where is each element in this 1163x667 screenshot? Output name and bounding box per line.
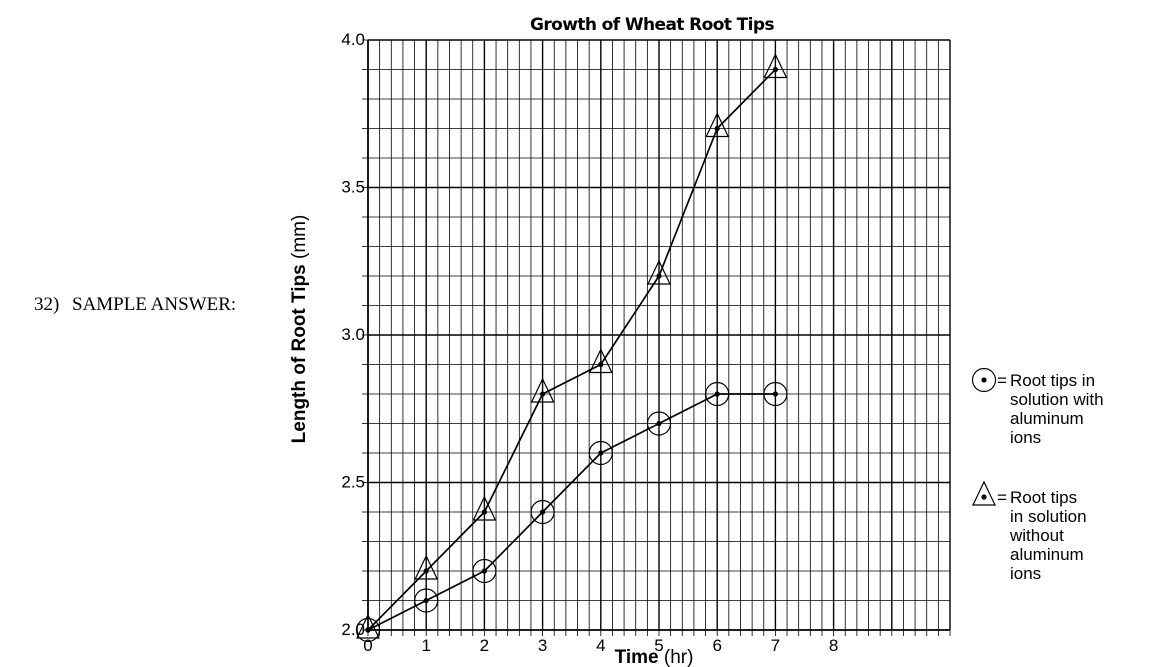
x-tick-label: 1 bbox=[421, 636, 430, 655]
data-point-dot bbox=[365, 627, 371, 633]
y-tick-label: 4.0 bbox=[341, 30, 365, 49]
x-axis-label-unit: (hr) bbox=[659, 647, 694, 667]
data-point-dot bbox=[981, 494, 987, 500]
data-point-dot bbox=[772, 391, 779, 397]
y-tick-label: 3.0 bbox=[341, 325, 365, 344]
x-tick-label: 6 bbox=[712, 636, 721, 655]
data-point-dot bbox=[981, 377, 987, 383]
data-point-circle-marker bbox=[763, 381, 788, 407]
legend-text-line: ions bbox=[1010, 564, 1041, 583]
x-tick-labels: 0 1 2 3 4 5 6 7 8 bbox=[363, 636, 838, 655]
data-point-circle-marker bbox=[355, 617, 381, 643]
x-tick-label: 4 bbox=[596, 636, 605, 655]
data-point-circle-marker bbox=[646, 411, 672, 436]
legend-equals: = bbox=[997, 488, 1007, 507]
x-tick-label: 5 bbox=[654, 636, 663, 655]
data-point-triangle-marker bbox=[763, 53, 788, 79]
data-series bbox=[355, 53, 788, 643]
data-point-circle-marker bbox=[414, 588, 439, 613]
y-tick-label: 2.5 bbox=[341, 473, 365, 492]
data-point-dot bbox=[656, 273, 662, 279]
legend-equals: = bbox=[997, 371, 1007, 390]
legend-text-line: ions bbox=[1010, 428, 1041, 447]
question-label: 32) SAMPLE ANSWER: bbox=[34, 294, 236, 316]
data-point-circle-marker bbox=[530, 499, 555, 525]
question-text: SAMPLE ANSWER: bbox=[72, 294, 237, 315]
data-point-dot bbox=[423, 597, 429, 604]
legend-text-line: without bbox=[1009, 526, 1064, 545]
data-point-dot bbox=[656, 420, 662, 427]
data-point-circle-marker bbox=[705, 381, 730, 407]
data-point-dot bbox=[598, 361, 604, 368]
data-point-dot bbox=[481, 568, 487, 574]
data-point-triangle-marker bbox=[414, 554, 439, 580]
y-axis-label-main: Length of Root Tips bbox=[289, 264, 310, 443]
data-point-circle-marker bbox=[472, 558, 497, 584]
legend-text-line: solution with bbox=[1010, 390, 1104, 409]
y-tick-labels: 2.02.53.03.54.0 bbox=[341, 30, 365, 639]
series-line-triangle bbox=[367, 68, 777, 631]
x-axis-label: Time (hr) bbox=[615, 647, 694, 667]
legend-text-line: Root tips in bbox=[1010, 371, 1095, 390]
legend-text-line: in solution bbox=[1010, 507, 1087, 526]
series-line-circle bbox=[367, 393, 776, 631]
data-point-dot bbox=[714, 125, 720, 132]
x-tick-label: 7 bbox=[771, 636, 780, 655]
legend-text-line: aluminum bbox=[1010, 409, 1084, 428]
x-tick-label: 3 bbox=[538, 636, 547, 655]
y-tick-label: 3.5 bbox=[341, 178, 365, 197]
data-point-dot bbox=[598, 450, 604, 456]
data-point-circle-marker bbox=[588, 440, 613, 466]
x-tick-label: 8 bbox=[829, 636, 838, 655]
data-point-dot bbox=[772, 66, 779, 73]
legend-text-line: Root tips bbox=[1010, 488, 1077, 507]
y-axis-label-unit: (mm) bbox=[289, 215, 310, 265]
data-point-triangle-marker bbox=[588, 348, 613, 374]
data-point-dot bbox=[540, 509, 546, 515]
data-point-dot bbox=[714, 391, 720, 397]
legend-text-line: aluminum bbox=[1010, 545, 1084, 564]
y-axis-label: Length of Root Tips (mm) bbox=[289, 215, 310, 444]
data-point-dot bbox=[540, 391, 546, 397]
data-point-triangle-marker bbox=[647, 259, 671, 285]
axes bbox=[362, 39, 951, 636]
question-number: 32) bbox=[34, 294, 60, 315]
x-tick-label: 0 bbox=[363, 636, 372, 655]
data-point-triangle-marker bbox=[705, 112, 730, 138]
chart-title: Growth of Wheat Root Tips bbox=[530, 15, 774, 35]
data-point-triangle-marker bbox=[356, 613, 380, 639]
data-point-dot bbox=[423, 568, 429, 574]
data-point-triangle-marker bbox=[530, 377, 555, 403]
x-tick-label: 2 bbox=[480, 636, 489, 655]
data-point-dot bbox=[481, 509, 487, 515]
x-axis-label-main: Time bbox=[615, 647, 659, 667]
legend-triangle-marker bbox=[972, 480, 996, 506]
data-point-triangle-marker bbox=[472, 495, 497, 521]
legend-circle-marker bbox=[971, 367, 997, 393]
